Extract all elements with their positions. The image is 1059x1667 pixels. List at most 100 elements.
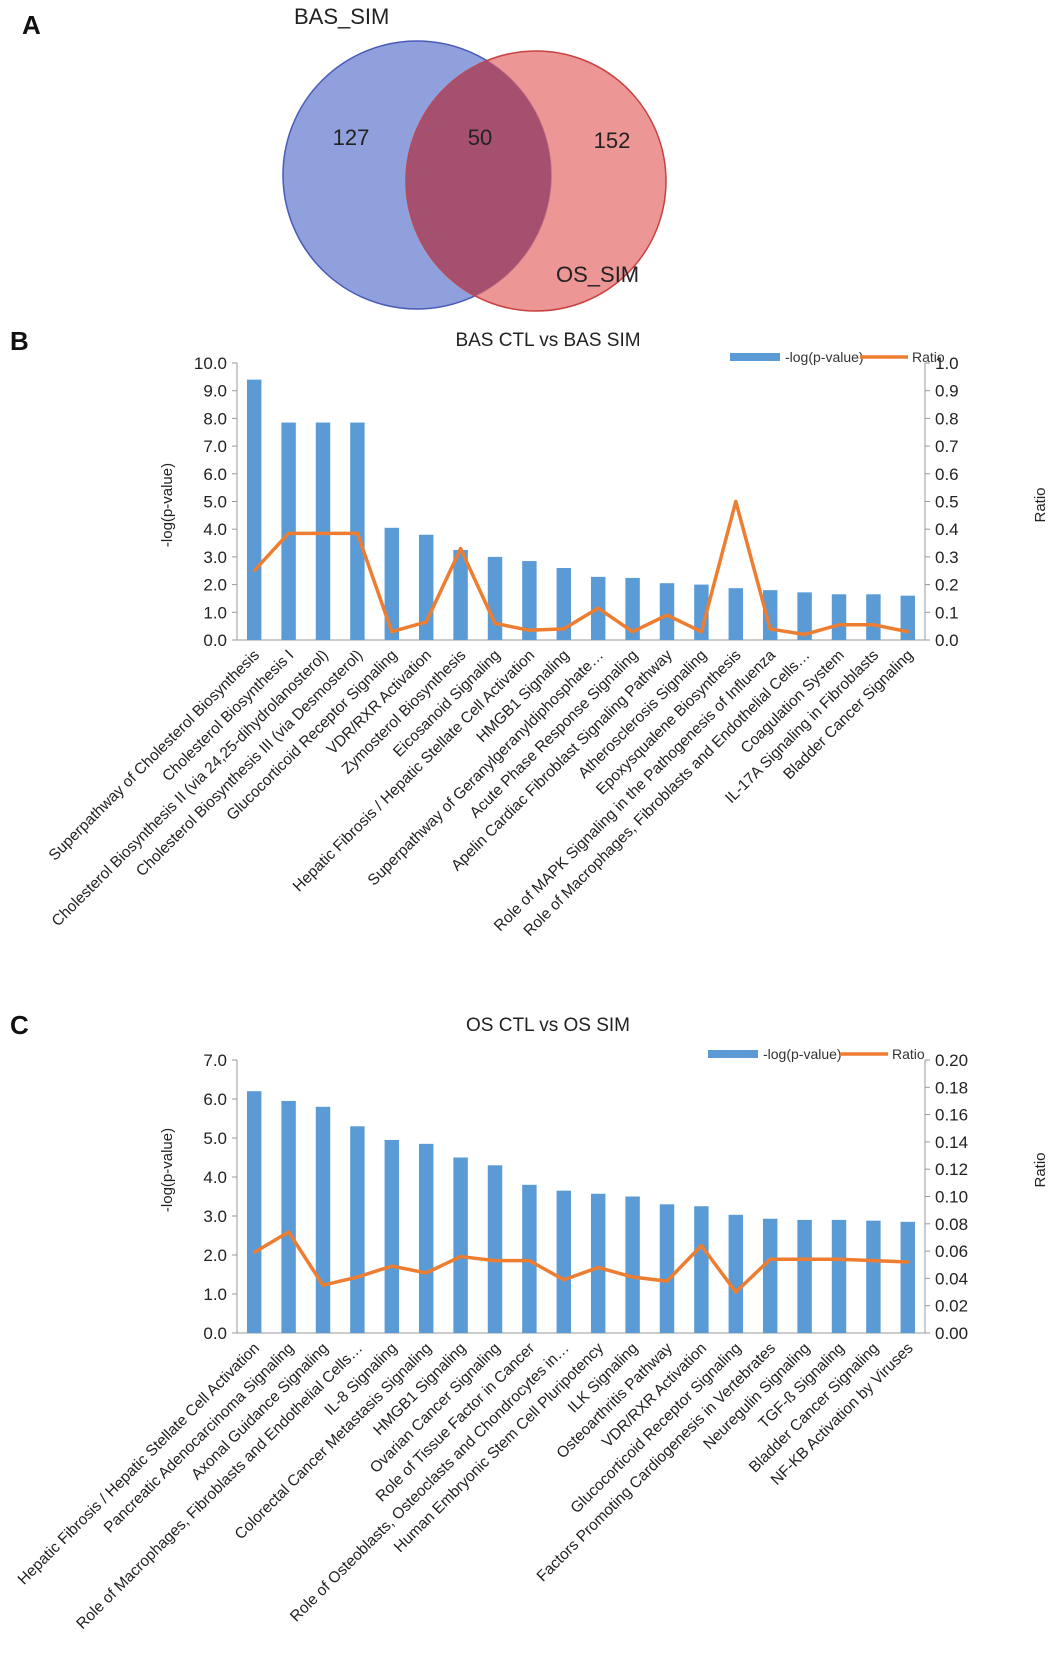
ratio-point — [390, 630, 394, 634]
legend-bar-label: -log(p-value) — [785, 349, 864, 365]
bar — [728, 1214, 744, 1333]
category-label: Hepatic Fibrosis / Hepatic Stellate Cell… — [15, 1340, 263, 1588]
bar — [487, 1165, 503, 1333]
ratio-point — [734, 1290, 738, 1294]
venn-right-count: 152 — [594, 128, 631, 153]
chart-panel-c: C OS CTL vs OS SIM -log(p-value) Ratio -… — [10, 1010, 1049, 1633]
bar — [866, 594, 881, 640]
y2-tick-label: 0.12 — [935, 1160, 968, 1179]
ratio-point — [906, 1260, 910, 1264]
y2-tick-label: 0.20 — [935, 1051, 968, 1070]
bar — [384, 527, 400, 640]
ratio-point — [665, 613, 669, 617]
chart-b-category-labels: Superpathway of Cholesterol Biosynthesis… — [46, 647, 917, 940]
y-tick-label: 2.0 — [203, 1246, 227, 1265]
y2-tick-label: 0.9 — [935, 382, 959, 401]
ratio-series-line — [253, 1230, 908, 1294]
y-tick-label: 10.0 — [194, 354, 227, 373]
legend-bar-swatch — [730, 353, 780, 361]
bar — [797, 1219, 812, 1333]
bar — [797, 592, 812, 640]
ratio-point — [527, 628, 531, 632]
ratio-point — [871, 1259, 875, 1263]
ratio-point — [837, 623, 841, 627]
y2-tick-label: 0.7 — [935, 437, 959, 456]
ratio-point — [355, 531, 359, 535]
y-tick-label: 6.0 — [203, 1090, 227, 1109]
ratio-point — [699, 630, 703, 634]
chart-b-y2label: Ratio — [1032, 487, 1049, 522]
bar — [522, 1184, 537, 1333]
chart-b-title: BAS CTL vs BAS SIM — [455, 330, 640, 351]
ratio-point — [459, 1255, 463, 1259]
ratio-point — [631, 1275, 635, 1279]
y2-tick-label: 0.0 — [935, 631, 959, 650]
bar — [866, 1220, 881, 1333]
y2-tick-label: 0.5 — [935, 493, 959, 512]
bar — [246, 1091, 262, 1333]
venn-intersection — [406, 60, 551, 296]
bar — [281, 422, 296, 640]
y2-tick-label: 0.16 — [935, 1106, 968, 1125]
bar — [350, 1126, 365, 1333]
bar — [453, 1157, 468, 1333]
y2-tick-label: 0.00 — [935, 1324, 968, 1343]
panel-label-a: A — [22, 10, 41, 40]
bar — [315, 422, 331, 640]
ratio-point — [871, 623, 875, 627]
venn-left-label: BAS_SIM — [294, 4, 389, 29]
chart-b-ratio-line — [252, 499, 910, 637]
ratio-point — [596, 606, 600, 610]
y-tick-label: 5.0 — [203, 493, 227, 512]
venn-panel: A BAS_SIM OS_SIM 127 50 152 — [22, 4, 667, 312]
bar — [556, 567, 572, 640]
y2-tick-label: 0.08 — [935, 1215, 968, 1234]
y2-tick-label: 0.4 — [935, 520, 959, 539]
y2-tick-label: 0.6 — [935, 465, 959, 484]
ratio-point — [459, 547, 463, 551]
ratio-point — [287, 531, 291, 535]
ratio-point — [424, 1271, 428, 1275]
bar — [556, 1190, 572, 1333]
bar — [900, 595, 916, 640]
y2-tick-label: 0.2 — [935, 576, 959, 595]
y-tick-label: 2.0 — [203, 576, 227, 595]
y-tick-label: 6.0 — [203, 465, 227, 484]
y-tick-label: 7.0 — [203, 1051, 227, 1070]
ratio-point — [768, 627, 772, 631]
bar — [625, 1196, 640, 1333]
ratio-point — [527, 1259, 531, 1263]
ratio-point — [355, 1275, 359, 1279]
ratio-point — [287, 1230, 291, 1234]
y-tick-label: 9.0 — [203, 382, 227, 401]
ratio-point — [596, 1265, 600, 1269]
panel-label-c: C — [10, 1010, 29, 1040]
legend-line-label: Ratio — [912, 349, 945, 365]
bar — [728, 588, 744, 640]
venn-intersection-count: 50 — [468, 125, 492, 150]
bar — [625, 577, 640, 640]
ratio-point — [837, 1257, 841, 1261]
ratio-point — [734, 500, 738, 503]
chart-b-ylabel: -log(p-value) — [159, 463, 176, 547]
bar — [694, 584, 709, 640]
bar — [831, 594, 847, 640]
legend-line-label: Ratio — [892, 1046, 925, 1062]
y-tick-label: 1.0 — [203, 1285, 227, 1304]
bar — [659, 1204, 675, 1333]
bar — [900, 1221, 916, 1333]
ratio-series-line — [252, 499, 909, 637]
category-label: Cholesterol Biosynthesis II (via 24,25-d… — [49, 647, 332, 930]
bar — [659, 583, 675, 640]
bar — [762, 590, 778, 640]
y2-tick-label: 0.02 — [935, 1297, 968, 1316]
y2-tick-label: 0.8 — [935, 409, 959, 428]
legend-bar-swatch — [708, 1050, 758, 1058]
ratio-point — [768, 1257, 772, 1261]
y-tick-label: 3.0 — [203, 1207, 227, 1226]
ratio-point — [803, 632, 807, 636]
y-tick-label: 3.0 — [203, 548, 227, 567]
ratio-point — [803, 1257, 807, 1261]
y-tick-label: 0.0 — [203, 1324, 227, 1343]
